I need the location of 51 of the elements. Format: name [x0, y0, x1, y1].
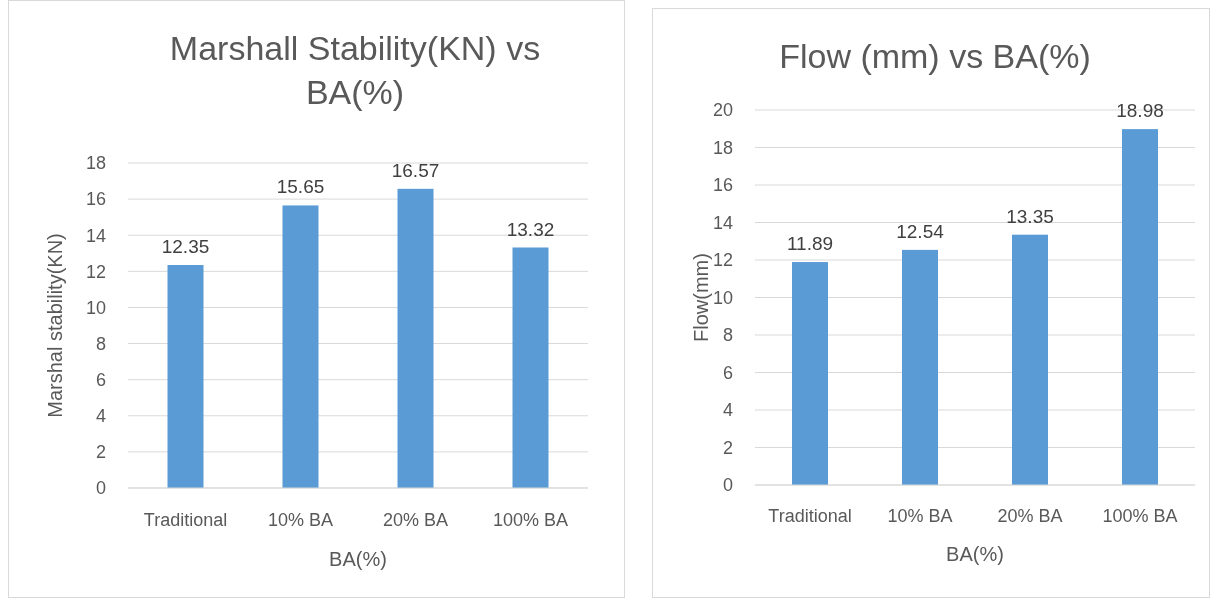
- bar: [397, 188, 434, 488]
- y-tick-label: 14: [712, 212, 733, 233]
- bar: [512, 247, 549, 488]
- chart-title: Flow (mm) vs BA(%): [779, 37, 1091, 75]
- y-tick-label: 14: [85, 225, 106, 246]
- x-tick-label: 20% BA: [382, 510, 449, 530]
- bar: [1122, 129, 1158, 485]
- y-tick-label: 4: [95, 406, 106, 427]
- y-tick-label: 16: [85, 189, 106, 210]
- data-label: 13.35: [1006, 205, 1054, 227]
- x-axis-title: BA(%): [946, 543, 1004, 565]
- y-tick-label: 18: [712, 137, 733, 158]
- x-tick-label: Traditional: [768, 506, 852, 526]
- x-tick-label: Traditional: [143, 510, 228, 530]
- x-tick-label: 10% BA: [887, 506, 953, 526]
- x-tick-label: 100% BA: [492, 510, 569, 530]
- y-tick-label: 2: [722, 437, 733, 458]
- data-label: 13.32: [506, 218, 555, 240]
- data-label: 12.35: [161, 236, 210, 258]
- x-tick-label: 10% BA: [267, 510, 334, 530]
- y-tick-label: 12: [85, 261, 106, 282]
- bar: [902, 249, 938, 485]
- y-tick-label: 8: [95, 333, 106, 354]
- bar: [1012, 234, 1048, 485]
- data-label: 11.89: [786, 233, 834, 255]
- y-tick-label: 0: [95, 478, 106, 499]
- x-tick-label: 20% BA: [997, 506, 1063, 526]
- y-axis-title: Marshal stability(KN): [44, 233, 66, 418]
- y-tick-label: 10: [712, 287, 733, 308]
- y-tick-label: 10: [85, 297, 106, 318]
- y-tick-label: 0: [722, 475, 733, 496]
- y-tick-label: 6: [722, 362, 733, 383]
- x-tick-label: 100% BA: [1102, 506, 1178, 526]
- bar: [792, 262, 828, 485]
- data-label: 15.65: [276, 176, 325, 198]
- y-tick-label: 12: [712, 250, 733, 271]
- x-axis-title: BA(%): [329, 548, 387, 570]
- data-label: 18.98: [1116, 100, 1164, 122]
- y-axis-title: Flow(mm): [690, 253, 712, 342]
- data-label: 12.54: [896, 220, 945, 242]
- y-tick-label: 4: [722, 400, 733, 421]
- y-tick-label: 2: [95, 442, 106, 463]
- bar: [282, 205, 319, 488]
- y-tick-label: 8: [722, 325, 733, 346]
- y-tick-label: 18: [85, 153, 106, 174]
- data-label: 16.57: [391, 159, 440, 181]
- bar: [167, 265, 204, 488]
- y-tick-label: 20: [712, 100, 733, 121]
- y-tick-label: 16: [712, 175, 733, 196]
- y-tick-label: 6: [95, 369, 106, 390]
- chart-title: Marshall Stability(KN) vs BA(%): [169, 29, 541, 111]
